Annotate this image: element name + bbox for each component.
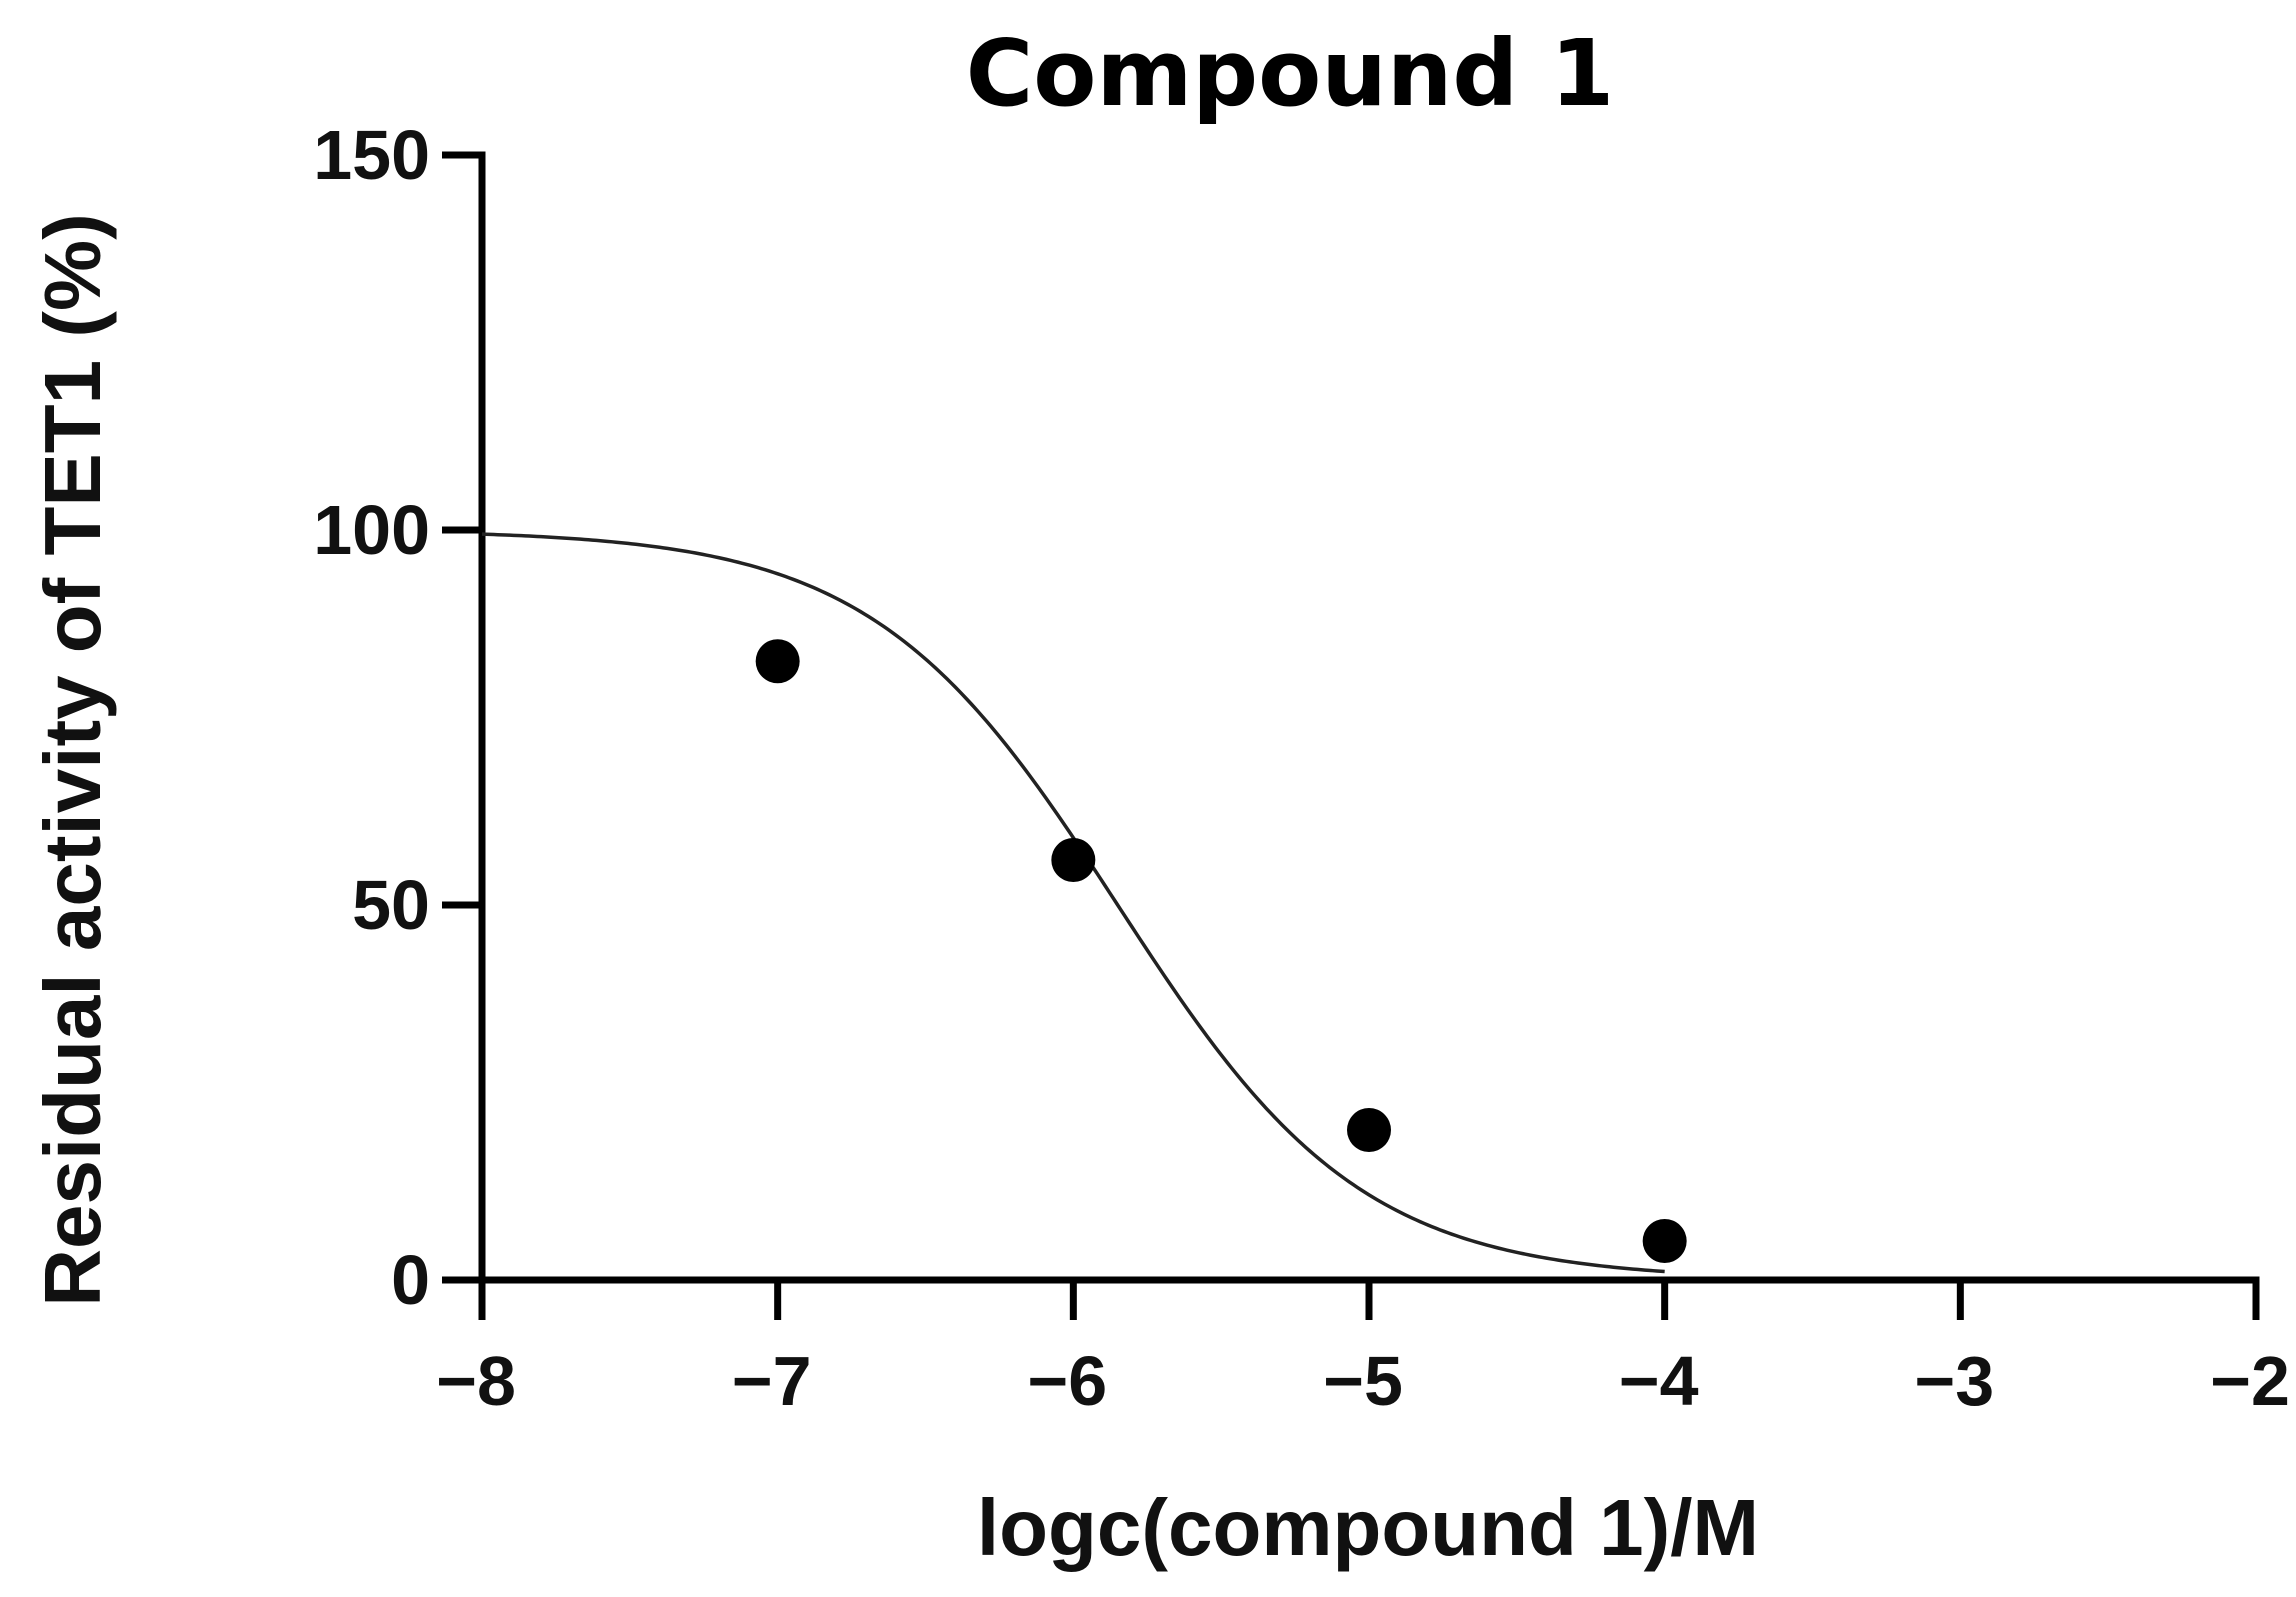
x-axis-title: logc(compound 1)/M [977, 1483, 1759, 1572]
y-tick-label: 50 [352, 866, 430, 944]
y-ticks: 0 50 100 150 [313, 116, 482, 1319]
data-point [1051, 838, 1096, 882]
fit-curve [481, 532, 1665, 1274]
x-tick-label: −5 [1323, 1342, 1403, 1420]
data-point [1642, 1219, 1687, 1263]
y-tick-label: 100 [313, 491, 430, 569]
x-tick-label: −7 [732, 1342, 812, 1420]
x-tick-label: −2 [2210, 1342, 2290, 1420]
x-ticks: −8 −7 −6 −5 −4 −3 −2 [436, 1280, 2290, 1420]
x-tick-label: −4 [1619, 1342, 1699, 1420]
x-tick-label: −3 [1914, 1342, 1994, 1420]
data-points [755, 639, 1687, 1263]
chart-title: Compound 1 [966, 20, 1615, 127]
data-point [1347, 1108, 1391, 1152]
y-tick-label: 0 [391, 1241, 430, 1319]
y-axis-title: Residual activity of TET1 (%) [28, 213, 117, 1307]
x-tick-label: −8 [436, 1342, 516, 1420]
x-tick-label: −6 [1027, 1342, 1107, 1420]
y-tick-label: 150 [313, 116, 430, 194]
data-point [755, 639, 800, 684]
